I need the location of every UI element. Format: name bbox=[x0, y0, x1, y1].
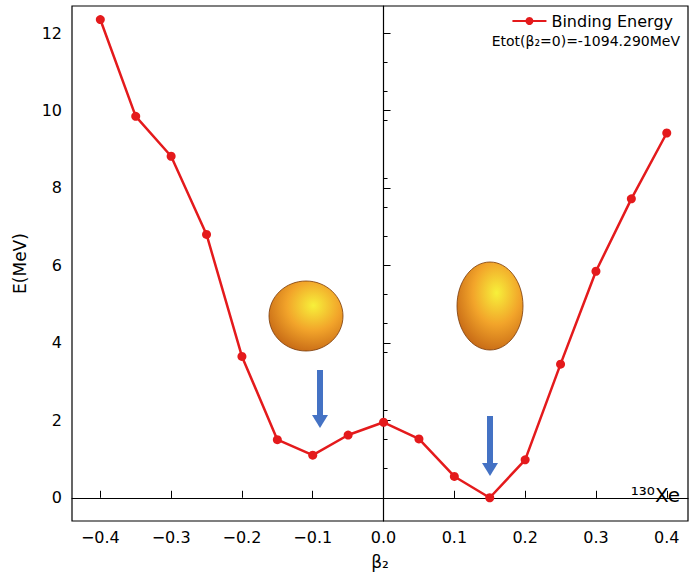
svg-text:β₂: β₂ bbox=[371, 552, 389, 572]
svg-text:2: 2 bbox=[52, 411, 62, 430]
svg-text:8: 8 bbox=[52, 178, 62, 197]
svg-text:Binding Energy: Binding Energy bbox=[551, 12, 673, 31]
svg-text:0: 0 bbox=[52, 488, 62, 507]
svg-text:0.1: 0.1 bbox=[442, 528, 467, 547]
svg-text:−0.1: −0.1 bbox=[293, 528, 332, 547]
svg-text:−0.3: −0.3 bbox=[152, 528, 191, 547]
svg-text:6: 6 bbox=[52, 256, 62, 275]
svg-text:12: 12 bbox=[42, 24, 62, 43]
svg-text:¹³⁰Xe: ¹³⁰Xe bbox=[631, 483, 680, 507]
svg-text:10: 10 bbox=[42, 101, 62, 120]
svg-text:Etot(β₂=0)=-1094.290MeV: Etot(β₂=0)=-1094.290MeV bbox=[492, 33, 681, 49]
svg-text:−0.4: −0.4 bbox=[81, 528, 120, 547]
svg-text:0.0: 0.0 bbox=[371, 528, 396, 547]
svg-text:0.4: 0.4 bbox=[654, 528, 679, 547]
svg-text:0.3: 0.3 bbox=[583, 528, 608, 547]
svg-text:0.2: 0.2 bbox=[512, 528, 537, 547]
svg-text:4: 4 bbox=[52, 333, 62, 352]
svg-text:E(MeV): E(MeV) bbox=[10, 233, 30, 294]
svg-text:−0.2: −0.2 bbox=[223, 528, 262, 547]
